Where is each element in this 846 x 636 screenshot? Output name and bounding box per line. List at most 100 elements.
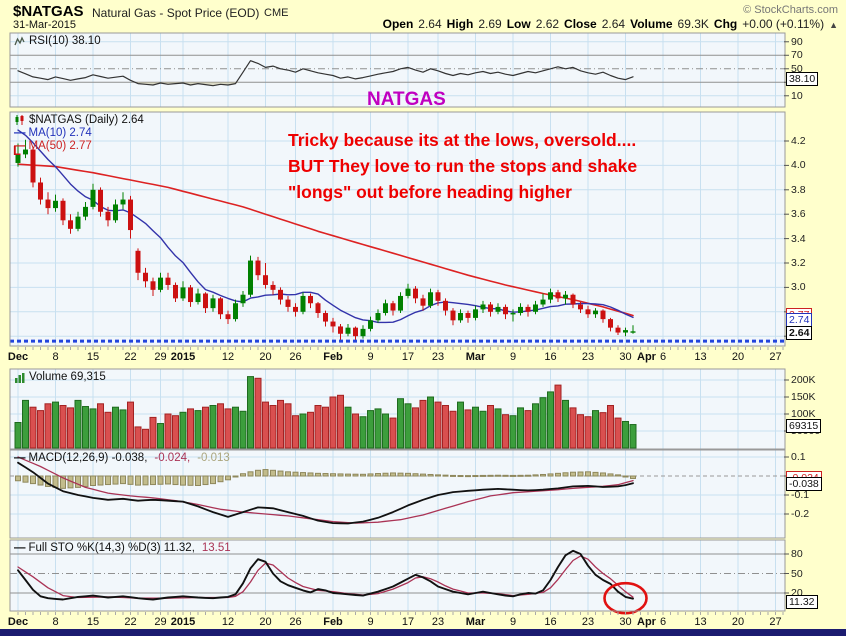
x-axis-date-label: 23 [431,616,445,628]
y-axis-tick-label: -0.2 [791,508,810,520]
close-value: 2.64 [601,17,626,31]
sto-legend-value: Full STO %K(14,3) %D(3) 11.32, [28,542,195,554]
y-axis-tick-label: 90 [791,35,803,48]
x-axis-date-label: Mar [465,351,486,363]
x-axis-date-label: 9 [509,351,517,363]
rsi-legend: RSI(10) 38.10 [14,35,101,47]
quote-date: 31-Mar-2015 [13,19,76,31]
macd-legend: — MACD(12,26,9) -0.038, -0.024, -0.013 [14,452,230,464]
open-label: Open [382,17,414,31]
x-axis-date-label: Dec [7,351,29,363]
x-axis-date-label: Feb [323,351,343,363]
ticker-symbol: $NATGAS [13,3,84,20]
x-axis-date-label: 23 [581,616,595,628]
stochastics-legend: — Full STO %K(14,3) %D(3) 11.32, 13.51 [14,542,231,554]
x-axis-date-label: 22 [124,351,137,363]
price-legend: $NATGAS (Daily) 2.64 [14,114,144,126]
high-value: 2.69 [478,17,502,31]
x-axis-date-label: 17 [401,351,415,363]
indicator-zigzag-icon [14,35,25,47]
x-axis-date-label: 30 [619,616,632,628]
y-axis-tick-label: 80 [791,548,803,560]
volume-bars-icon [14,372,25,383]
y-axis-tick-label: 200K [791,374,816,386]
macd-legend-value: MACD(12,26,9) -0.038, [28,452,148,464]
ma10-legend-label: MA(10) 2.74 [28,127,92,139]
x-axis-date-label: 29 [154,616,167,628]
x-axis-date-label: 23 [431,351,445,363]
sto-value-box: 11.32 [786,595,818,609]
x-axis-date-label: 26 [289,616,302,628]
annotation-title: NATGAS [367,89,446,110]
x-axis-date-label: 8 [52,351,59,363]
annotation-note-line3: "longs" out before heading higher [288,182,572,202]
x-axis-date-label: 15 [86,616,100,628]
macd-value-box: -0.038 [786,477,822,491]
annotation-note: Tricky because its at the lows, oversold… [288,127,637,205]
x-axis-date-label: 20 [259,351,272,363]
x-axis-date-label: 15 [86,351,100,363]
price-legend-label: $NATGAS (Daily) 2.64 [29,114,144,126]
y-axis-tick-label: 3.8 [791,183,806,196]
ma10-legend: — MA(10) 2.74 [14,127,92,139]
close-label: Close [564,17,597,31]
x-axis-date-label: 9 [367,616,374,628]
x-axis-date-label: 9 [367,351,374,363]
change-up-arrow-icon: ▲ [829,20,838,30]
ma10-line-swatch: — [14,127,25,139]
annotation-note-line2: BUT They love to run the stops and shake [288,156,638,176]
open-value: 2.64 [418,17,442,31]
x-axis-date-label: 6 [659,616,667,628]
x-axis-date-label: 16 [544,616,557,628]
ma50-line-swatch: — [14,140,25,152]
chg-value: +0.00 (+0.11%) [742,17,825,31]
x-axis-date-label: Feb [323,616,343,628]
close-value-box: 2.64 [786,326,813,340]
y-axis-tick-label: 3.2 [791,257,806,269]
x-axis-date-label: 16 [544,351,557,363]
chg-label: Chg [713,17,738,31]
y-axis-tick-label: 70 [791,49,803,62]
annotation-note-line1: Tricky because its at the lows, oversold… [288,130,637,150]
x-axis-date-label: 20 [259,616,272,628]
x-axis-date-label: 13 [694,616,707,628]
x-axis-date-label: 20 [731,351,745,363]
x-axis-date-label: Apr [637,351,656,363]
ma50-legend-label: MA(50) 2.77 [28,140,92,152]
x-axis-date-label: 17 [401,616,415,628]
y-axis-tick-label: 3.4 [791,232,806,245]
y-axis-tick-label: 50 [791,62,803,75]
x-axis-date-label: Apr [637,616,656,628]
x-axis-date-label: Mar [465,616,486,628]
x-axis-date-label: 22 [124,616,137,628]
x-axis-date-label: 2015 [170,616,196,628]
y-axis-tick-label: 0.1 [791,451,806,463]
macd-line-swatch: — [14,452,25,464]
y-axis-tick-label: 150K [791,391,816,403]
x-axis-date-label: 9 [509,616,517,628]
volume-label: Volume [630,17,673,31]
window-bottom-bar [0,629,846,636]
x-axis-date-label: 12 [221,616,235,628]
x-axis-date-label: 2015 [170,351,196,363]
y-axis-tick-label: 4.0 [791,159,806,172]
x-axis-date-label: 20 [731,616,745,628]
y-axis-tick-label: -0.1 [791,489,810,501]
x-axis-date-label: 13 [694,351,707,363]
x-axis-date-label: 8 [52,616,59,628]
x-axis-date-label: 27 [769,616,782,628]
y-axis-tick-label: 20 [791,587,803,599]
macd-signal-value: -0.024, [154,452,191,464]
rsi-value-box: 38.10 [786,72,819,86]
sto-line-swatch: — [14,542,25,554]
y-axis-tick-label: 3.6 [791,208,806,221]
y-axis-tick-label: 3.0 [791,281,806,294]
x-axis-date-label: 27 [769,351,782,363]
volume-legend: Volume 69,315 [14,371,106,383]
high-label: High [446,17,474,31]
ma50-legend: — MA(50) 2.77 [14,140,92,152]
candlestick-icon [14,114,25,126]
low-value: 2.62 [535,17,560,31]
ohlc-quote-bar: Open 2.64 High 2.69 Low 2.62 Close 2.64 … [383,17,838,31]
